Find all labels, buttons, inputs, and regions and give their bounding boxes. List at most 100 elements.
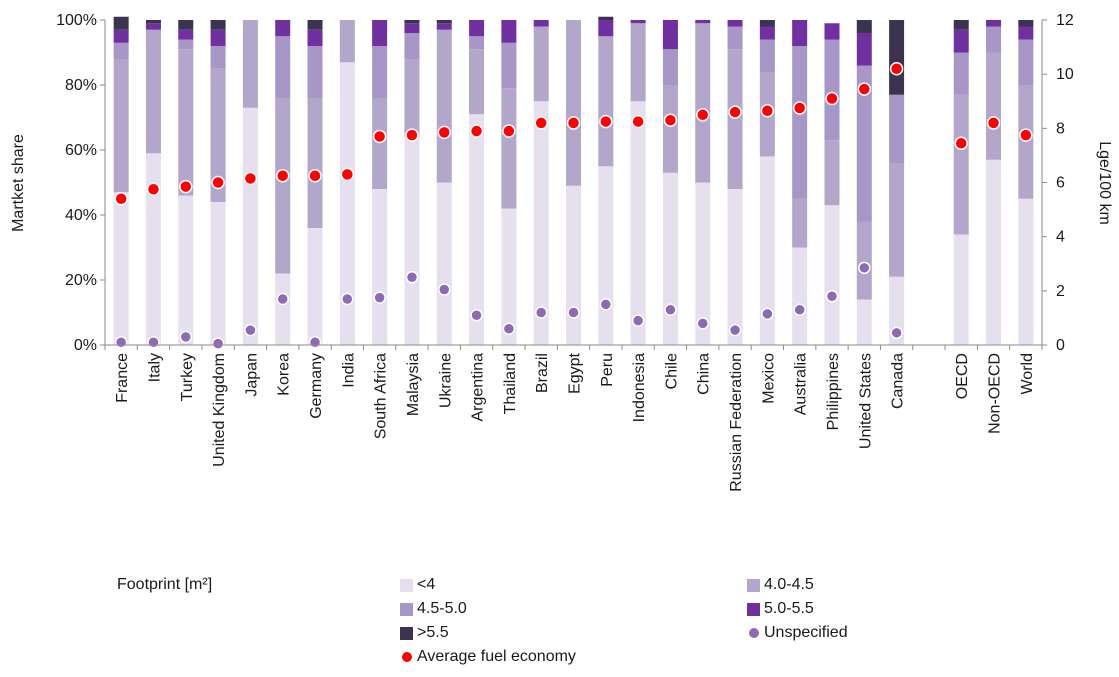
bar-segment	[436, 182, 452, 345]
bar-segment	[953, 234, 969, 345]
x-tick-label: China	[696, 353, 713, 395]
fuel-economy-point	[243, 171, 258, 186]
unspecified-point	[631, 314, 645, 327]
y-tick-label: 60%	[65, 142, 97, 159]
bar-segment	[598, 16, 614, 20]
y-tick-label: 20%	[65, 272, 97, 289]
bar-segment	[113, 42, 129, 59]
bar-segment	[210, 29, 226, 46]
bar-segment	[856, 33, 872, 66]
bar-segment	[986, 20, 1002, 27]
bar-segment	[856, 299, 872, 345]
bar-segment	[566, 20, 581, 186]
bar-segment	[695, 182, 711, 345]
bar-segment	[727, 49, 743, 189]
bar-segment	[598, 166, 614, 345]
unspecified-point	[405, 271, 419, 284]
x-tick-label: Ukraine	[437, 353, 454, 408]
x-tick-label: Japan	[243, 353, 260, 397]
bar-segment	[759, 20, 775, 27]
fuel-economy-point	[437, 125, 452, 140]
bar-segment	[986, 52, 1002, 160]
fuel-economy-point	[340, 167, 355, 182]
fuel-economy-point	[792, 101, 807, 115]
bar-segment	[113, 29, 129, 43]
x-tick-label: Germany	[308, 353, 325, 419]
bar-segment	[372, 46, 388, 98]
bar-segment	[759, 39, 775, 72]
bar-segment	[1018, 198, 1034, 345]
x-tick-label: Brazil	[534, 353, 551, 393]
y2-axis-title: Lge/100 km	[1096, 141, 1113, 225]
bar-segment	[145, 29, 161, 154]
bar-segment	[242, 107, 258, 345]
x-tick-label: Canada	[890, 353, 907, 409]
bar-segment	[469, 49, 485, 115]
bar-segment	[178, 29, 194, 40]
bar-segment	[986, 26, 1002, 53]
bar-segment	[113, 192, 129, 345]
unspecified-point	[858, 261, 871, 275]
dot-markers	[114, 62, 1033, 350]
unspecified-point	[664, 303, 677, 317]
bar-segment	[113, 59, 129, 193]
unspecified-point	[179, 330, 193, 344]
bar-segment	[727, 189, 743, 345]
fuel-economy-point	[631, 114, 645, 129]
fuel-economy-point	[986, 116, 1001, 130]
bar-segment	[275, 98, 291, 274]
bar-segment	[501, 88, 517, 209]
bar-segment	[533, 26, 549, 102]
bar-segment	[662, 49, 678, 85]
y2-tick-label: 0	[1056, 337, 1065, 354]
bar-segment	[630, 20, 646, 24]
unspecified-point	[502, 322, 516, 335]
bar-segment	[469, 114, 485, 345]
bar-segment	[339, 20, 355, 63]
bar-segment	[469, 36, 485, 50]
x-tick-label: Peru	[599, 353, 616, 387]
x-tick-label: France	[114, 353, 131, 403]
bar-segment	[759, 156, 775, 345]
x-tick-label: Italy	[146, 353, 163, 382]
bar-segment	[889, 94, 905, 163]
bar-segment	[145, 153, 161, 345]
x-tick-label: Non-OECD	[987, 353, 1004, 434]
bar-segment	[598, 36, 614, 167]
bar-segment	[275, 36, 291, 98]
fuel-economy-point	[1019, 128, 1033, 142]
bar-segment	[210, 46, 226, 69]
unspecified-point	[696, 317, 709, 330]
bar-segment	[824, 205, 840, 345]
bar-segment	[953, 52, 969, 95]
bar-segment	[533, 101, 549, 345]
fuel-economy-point	[566, 116, 581, 130]
category-labels: France Italy Turkey United Kingdom Japan Kore…	[114, 352, 1036, 491]
unspecified-point	[825, 290, 839, 303]
bar-segment	[662, 172, 678, 345]
fuel-economy-point	[889, 62, 904, 76]
bar-segment	[727, 26, 743, 50]
x-tick-label: Argentina	[470, 353, 487, 422]
bar-segment	[210, 202, 226, 345]
bar-segment	[566, 185, 581, 345]
bar-segment	[856, 20, 872, 33]
tick-labels: 0% 20% 40% 60% 80% 100% 0 2 4 6 8 10 12	[56, 12, 1074, 354]
x-tick-label: Turkey	[179, 353, 196, 401]
y2-tick-label: 4	[1056, 229, 1065, 246]
x-tick-label: Indonesia	[631, 353, 648, 422]
bar-segment	[372, 189, 388, 345]
x-tick-label: World	[1019, 353, 1036, 395]
bar-segment	[662, 20, 678, 50]
bar-segment	[275, 20, 291, 37]
bar-segment	[210, 68, 226, 202]
unspecified-point	[470, 308, 483, 322]
bar-segment	[145, 20, 161, 24]
x-tick-label: United States	[857, 353, 874, 449]
fuel-economy-point	[146, 182, 161, 197]
bar-segment	[953, 29, 969, 53]
bar-segment	[404, 23, 420, 33]
bar-segment	[436, 23, 452, 30]
fuel-economy-point	[825, 91, 839, 106]
x-tick-label: Malaysia	[405, 353, 422, 416]
